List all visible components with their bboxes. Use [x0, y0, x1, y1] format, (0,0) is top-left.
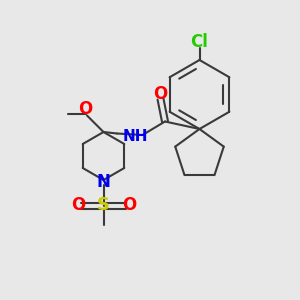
Text: O: O: [78, 100, 93, 118]
Text: N: N: [97, 173, 110, 191]
Text: O: O: [153, 85, 168, 103]
Text: Cl: Cl: [190, 33, 208, 51]
Text: NH: NH: [122, 129, 148, 144]
Text: S: S: [97, 196, 110, 214]
Text: O: O: [71, 196, 85, 214]
Text: O: O: [122, 196, 136, 214]
